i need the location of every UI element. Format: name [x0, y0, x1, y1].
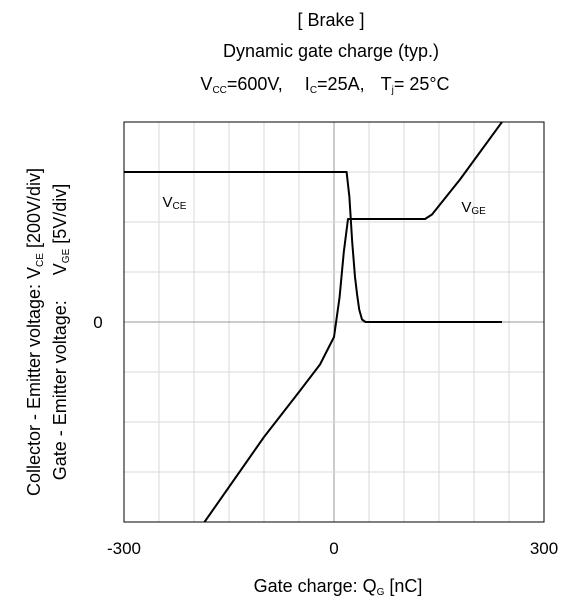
plot-frame [123, 121, 545, 523]
cond-tj-label: T [381, 74, 392, 94]
x-axis-label-main: Gate charge: Q [254, 576, 377, 596]
y-axis-label-inner: Gate - Emitter voltage: VGE [5V/div] [50, 184, 72, 481]
y-axis-label-outer-unit: [200V/div] [24, 168, 44, 253]
chart-conditions: VCC=600V, IC=25A, Tj= 25°C [200, 74, 449, 96]
cond-vcc-sub: CC [212, 85, 226, 96]
series-label-vce-main: V [163, 194, 173, 211]
x-tick-label-2: 300 [530, 539, 558, 558]
cond-tj-value: = 25°C [394, 74, 450, 94]
cond-vcc-value: =600V, [227, 74, 283, 94]
series-line-vge [203, 121, 503, 523]
y-axis-label-inner-main: Gate - Emitter voltage: V [50, 263, 70, 480]
series-lines [124, 121, 503, 523]
y-axis-label-outer: Collector - Emitter voltage: VCE [200V/d… [24, 168, 46, 496]
y-axis-label-outer-sub: CE [35, 253, 46, 267]
x-axis-label-sub: G [377, 587, 385, 598]
cond-ic-value: =25A, [317, 74, 365, 94]
cond-tj-sub: j [391, 85, 394, 96]
series-label-vge-main: V [461, 199, 471, 216]
x-tick-label-1: 0 [329, 539, 338, 558]
series-line-vce [124, 171, 502, 323]
series-label-vce: VCE [163, 194, 187, 212]
x-axis-label: Gate charge: QG [nC] [254, 576, 423, 598]
series-label-vge-sub: GE [471, 206, 486, 217]
series-label-vge: VGE [461, 199, 486, 217]
x-axis-label-unit: [nC] [384, 576, 422, 596]
cond-vcc-label: V [200, 74, 212, 94]
chart-subtitle: Dynamic gate charge (typ.) [223, 41, 439, 61]
cond-ic-label: I [305, 74, 310, 94]
y-axis-label-inner-unit: [5V/div] [50, 184, 70, 249]
y-axis-label-outer-main: Collector - Emitter voltage: V [24, 267, 44, 496]
x-tick-label-0: -300 [107, 539, 141, 558]
series-label-vce-sub: CE [173, 201, 187, 212]
y-axis-label-inner-sub: GE [61, 248, 72, 263]
y-tick-label-0: 0 [93, 313, 102, 332]
tick-labels: -300 0 300 0 [93, 313, 558, 558]
chart-title: [ Brake ] [297, 10, 364, 30]
cond-ic-sub: C [310, 85, 317, 96]
